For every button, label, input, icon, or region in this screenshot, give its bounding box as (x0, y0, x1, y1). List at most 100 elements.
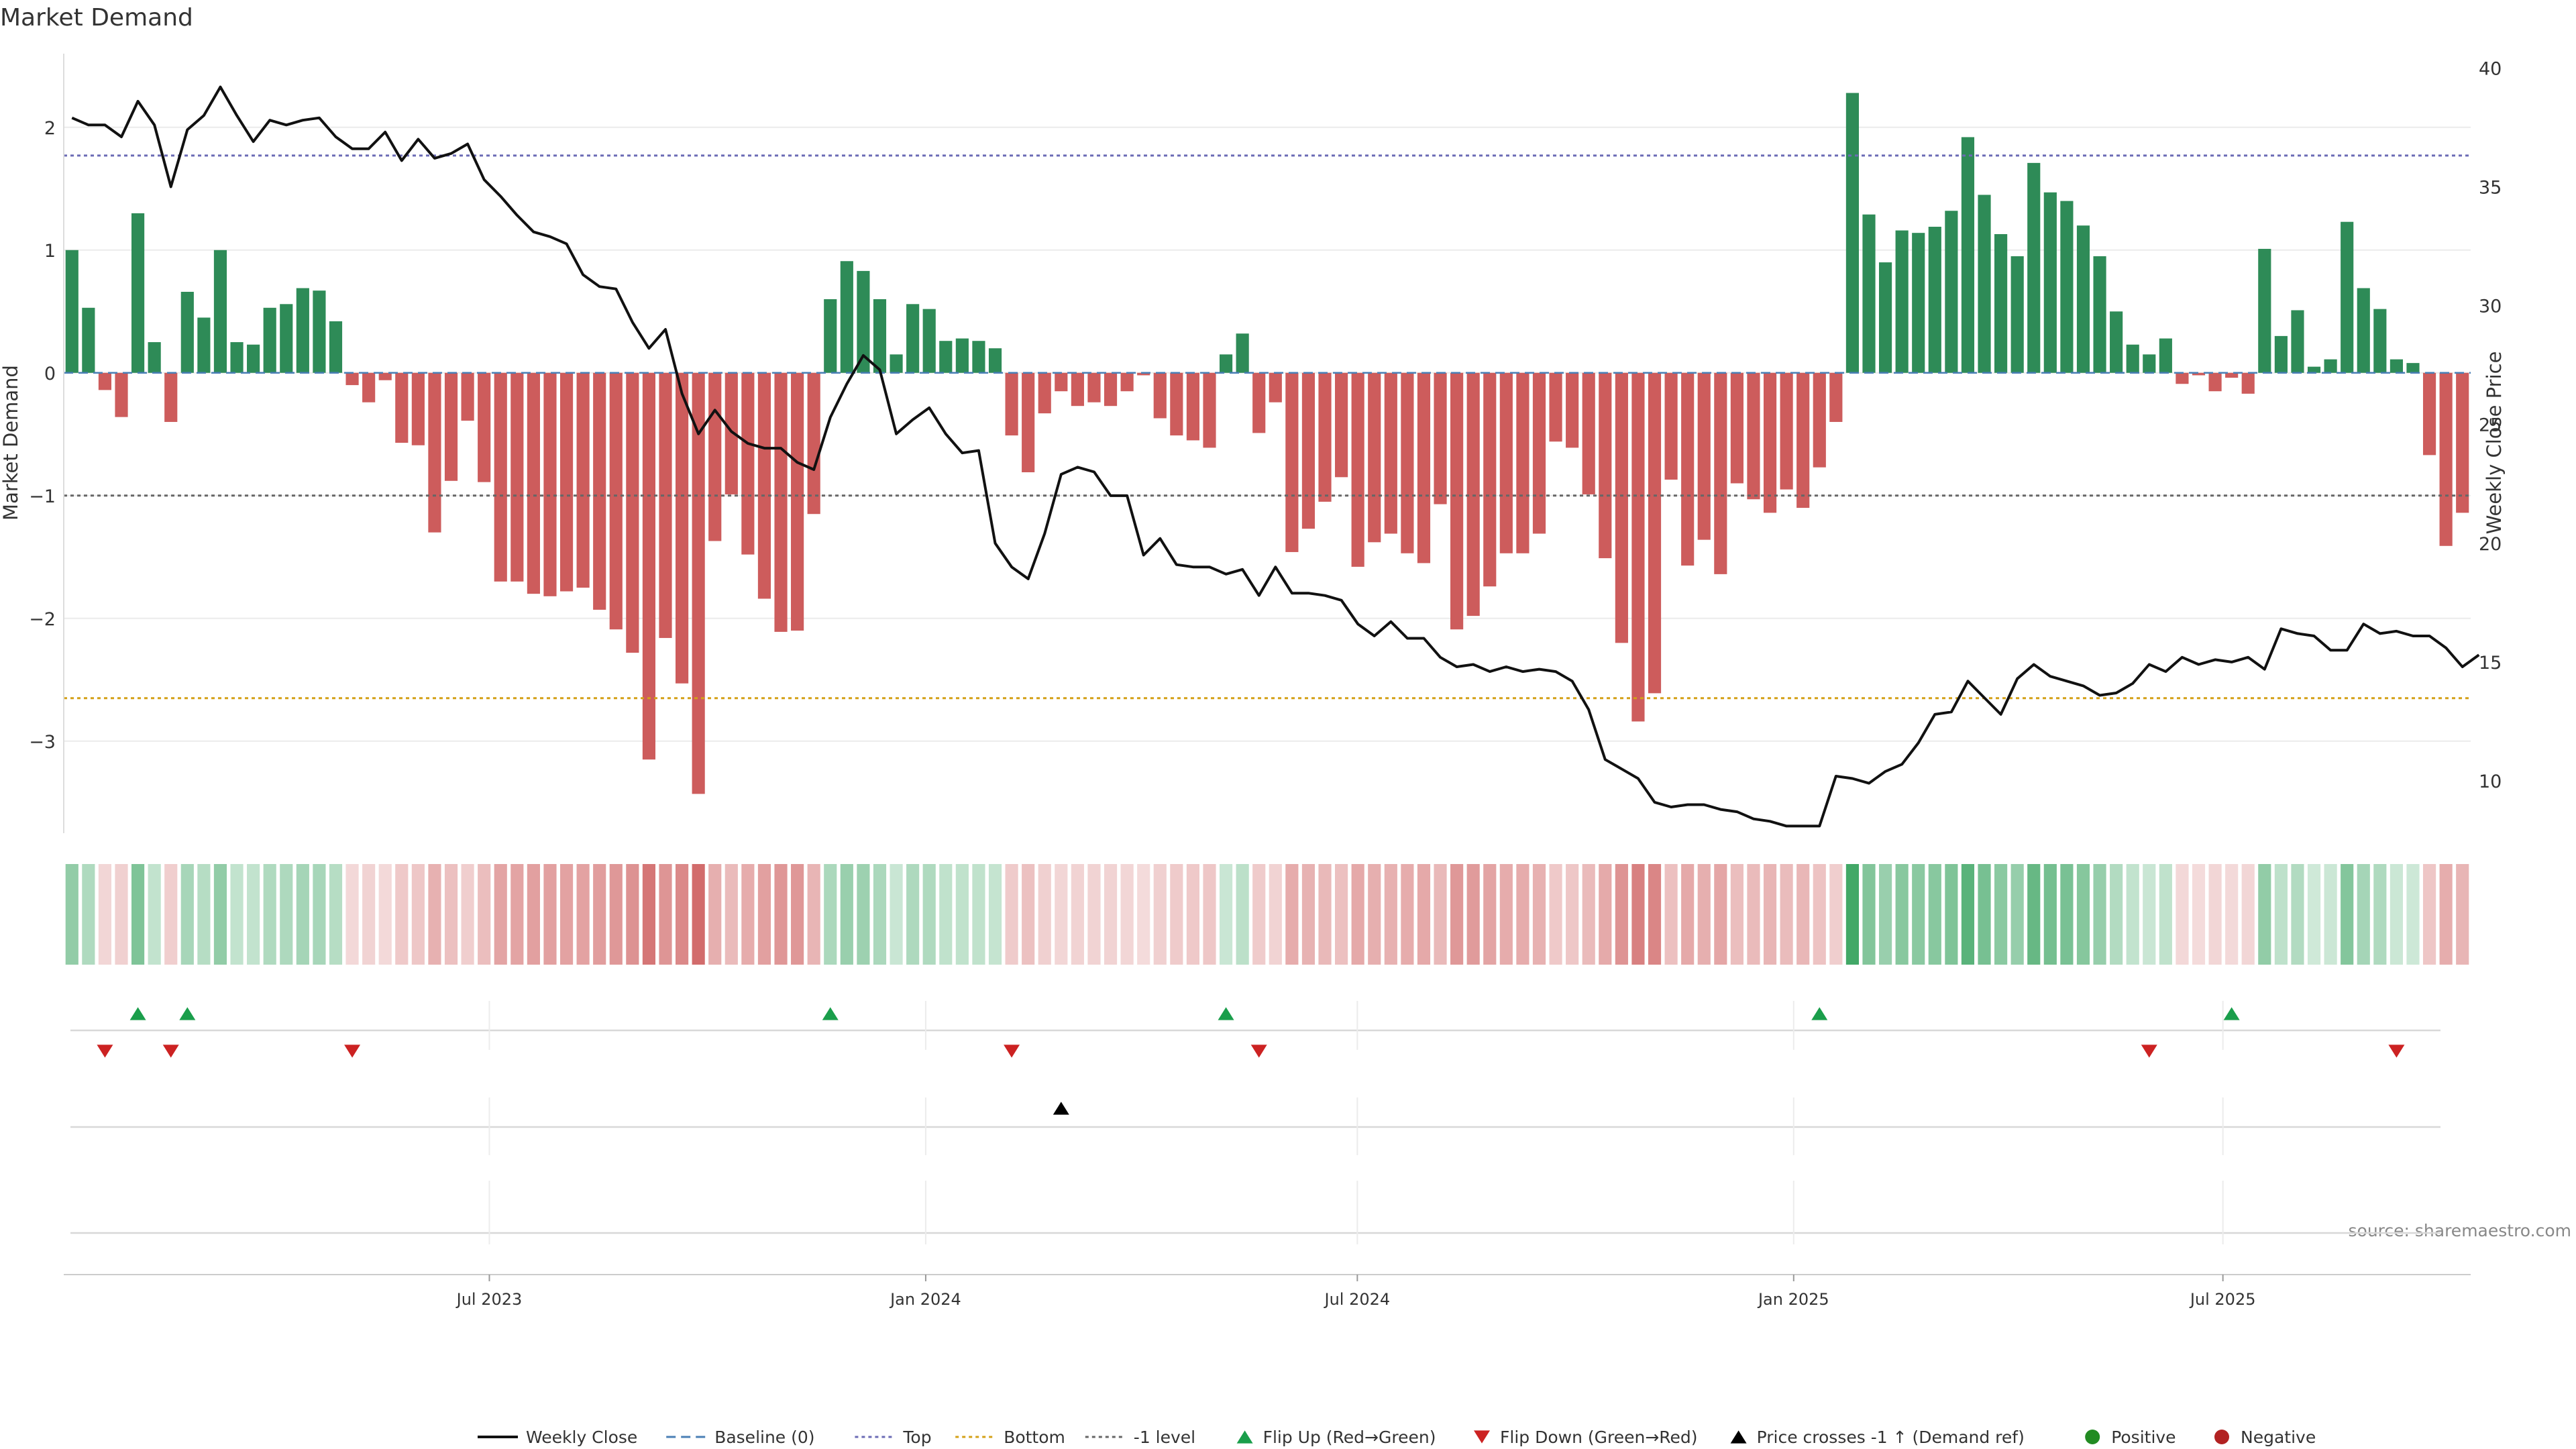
demand-bar (2291, 310, 2304, 373)
demand-bar (1153, 372, 1167, 419)
heat-cell (1928, 864, 1941, 965)
heat-cell (857, 864, 870, 965)
heat-cell (1763, 864, 1777, 965)
heat-cell (1318, 864, 1332, 965)
demand-bar (1829, 372, 1843, 422)
demand-bar (890, 354, 903, 373)
demand-bar (692, 372, 705, 794)
heat-cell (2258, 864, 2271, 965)
x-tick-label: Jul 2025 (2189, 1290, 2256, 1309)
demand-bar (2373, 309, 2387, 373)
heat-cell (1631, 864, 1645, 965)
page-title: Market Demand (0, 4, 193, 32)
heat-cell (1071, 864, 1084, 965)
legend-label: Positive (2111, 1428, 2176, 1447)
heat-cell (1137, 864, 1150, 965)
heat-cell (411, 864, 425, 965)
demand-bar (2225, 372, 2239, 378)
y-tick-label-left: 0 (44, 364, 56, 384)
legend: Weekly Close Baseline (0) Top Bottom -1 leve… (478, 1428, 2316, 1447)
demand-bar (1714, 372, 1727, 574)
demand-bar (1945, 211, 1958, 373)
heat-cell (609, 864, 623, 965)
demand-bar (1269, 372, 1282, 402)
demand-bar (131, 213, 145, 373)
heat-cell (164, 864, 178, 965)
heat-cell (82, 864, 95, 965)
demand-bar (1763, 372, 1777, 513)
flip-up-marker (129, 1007, 146, 1020)
flip-down-marker (2388, 1044, 2405, 1058)
heat-cell (428, 864, 441, 965)
x-tick-label: Jan 2025 (1757, 1290, 1829, 1309)
heat-cell (2143, 864, 2156, 965)
heat-cell (1252, 864, 1266, 965)
heat-cell (1219, 864, 1233, 965)
heat-cell (1978, 864, 1991, 965)
demand-bar (1401, 372, 1414, 553)
demand-bar (329, 321, 343, 373)
demand-bar (2043, 192, 2057, 373)
legend-label: Negative (2241, 1428, 2316, 1447)
heat-cell (1269, 864, 1282, 965)
demand-bar (2010, 256, 2024, 373)
demand-bar (1120, 372, 1134, 392)
heat-cell (1566, 864, 1579, 965)
heat-cell (576, 864, 590, 965)
heat-cell (1153, 864, 1167, 965)
heat-cell (2110, 864, 2123, 965)
heat-cell (1120, 864, 1134, 965)
heat-cell (1104, 864, 1118, 965)
demand-bar (1219, 354, 1233, 373)
flip-down-marker (162, 1044, 179, 1058)
demand-bar (1747, 372, 1760, 500)
legend-swatch-negative (2214, 1430, 2229, 1444)
demand-bar (1615, 372, 1628, 643)
heat-cell (1351, 864, 1364, 965)
demand-bar (1961, 137, 1975, 373)
heat-cell (2341, 864, 2354, 965)
demand-bar (478, 372, 491, 482)
heat-cell (1450, 864, 1464, 965)
demand-bar (280, 304, 293, 373)
demand-bar (461, 372, 474, 421)
heat-cell (1087, 864, 1101, 965)
heat-cell (1401, 864, 1414, 965)
demand-bar (2439, 372, 2453, 546)
demand-bar (98, 372, 112, 390)
demand-bar (1895, 230, 1909, 373)
heat-cell (2176, 864, 2189, 965)
heat-cell (511, 864, 524, 965)
demand-bar (1071, 372, 1084, 407)
heat-cell (1747, 864, 1760, 965)
demand-bar (1631, 372, 1645, 722)
demand-bar (1466, 372, 1480, 616)
demand-bars (65, 93, 2469, 794)
y-axis-label-left: Market Demand (0, 365, 22, 521)
heat-cell (955, 864, 969, 965)
demand-bar (1582, 372, 1595, 494)
demand-bar (1681, 372, 1695, 566)
demand-bar (527, 372, 540, 594)
demand-bar (2060, 201, 2074, 373)
legend-item: Positive (2085, 1428, 2176, 1447)
y-axis-label-right: Weekly Close Price (2483, 352, 2506, 535)
legend-label: Baseline (0) (714, 1428, 814, 1447)
demand-bar (444, 372, 458, 481)
heat-cell (2373, 864, 2387, 965)
demand-bar (659, 372, 672, 639)
heat-cell (988, 864, 1002, 965)
heat-cell (444, 864, 458, 965)
weekly-close-line (71, 85, 2480, 828)
price-cross-marker (1053, 1102, 1069, 1115)
heat-cell (1994, 864, 2008, 965)
flip-down-marker (97, 1044, 113, 1058)
demand-bar (1928, 227, 1941, 373)
heat-cell (807, 864, 820, 965)
heat-cell (478, 864, 491, 965)
demand-bar (1236, 333, 1249, 373)
demand-bar (576, 372, 590, 588)
demand-bar (2456, 372, 2469, 513)
demand-bar (1005, 372, 1018, 436)
